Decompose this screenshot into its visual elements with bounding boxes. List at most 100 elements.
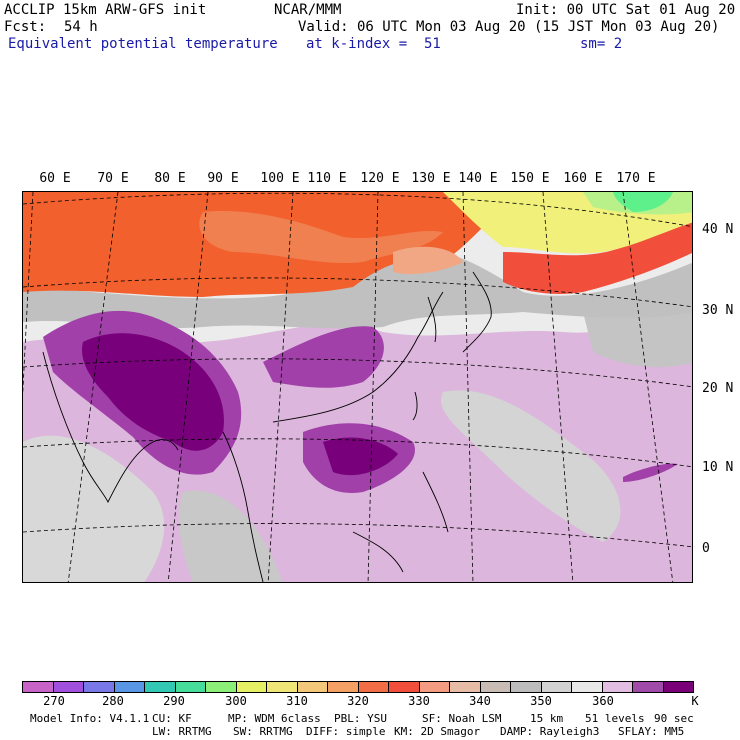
colorbar-label: 270 [43, 694, 65, 708]
colorbar-label: 280 [102, 694, 124, 708]
borneo [352, 531, 404, 573]
colorbar-swatch [572, 682, 603, 692]
footer-sflay: SFLAY: MM5 [618, 725, 685, 738]
colorbar-label: 340 [469, 694, 491, 708]
colorbar [22, 681, 694, 693]
colorbar-swatch [53, 682, 84, 692]
grid-lon-120 [367, 192, 379, 582]
coastlines [42, 271, 492, 582]
footer-cu: CU: KF [152, 712, 192, 725]
lon-label: 100 E [260, 171, 300, 186]
colorbar-swatch [84, 682, 115, 692]
midlat-gray-band [23, 249, 692, 329]
lon-label: 140 E [458, 171, 498, 186]
footer-sf: SF: Noah LSM [422, 712, 502, 725]
footer-lw: LW: RRTMG [152, 725, 212, 738]
lon-label: 60 E [39, 171, 71, 186]
colorbar-label: 360 [592, 694, 614, 708]
gray-patch-pacific [441, 390, 621, 542]
level-label: at k-index = 51 [306, 36, 441, 52]
colorbar-swatch [358, 682, 389, 692]
grid-lat-40 [23, 192, 692, 228]
graticule [23, 192, 692, 582]
japan-islands [462, 271, 492, 353]
purple-pacific-streak [623, 463, 678, 482]
field-name: Equivalent potential temperature [8, 36, 278, 52]
grid-lon-80 [23, 192, 34, 396]
forecast-label: Fcst: [4, 19, 47, 35]
gray-patch-west [23, 435, 165, 582]
footer-pbl: PBL: YSU [334, 712, 387, 725]
lat-label: 30 N [702, 303, 734, 318]
lon-label: 80 E [154, 171, 186, 186]
colorbar-swatch [328, 682, 359, 692]
lat-label: 0 [702, 541, 710, 556]
colorbar-swatch [236, 682, 267, 692]
footer-timestep: 90 sec [654, 712, 694, 725]
footer-resolution: 15 km [530, 712, 564, 725]
colorbar-label: 290 [163, 694, 185, 708]
footer-sw: SW: RRTMG [233, 725, 293, 738]
grid-lat-20 [23, 358, 692, 388]
footer-model-info: Model Info: V4.1.1 [30, 712, 150, 725]
indochina-coast [222, 431, 264, 582]
grid-lat-0 [23, 523, 692, 548]
purple-dark-india [82, 333, 224, 451]
map-panel [22, 191, 693, 583]
grid-lon-150 [622, 192, 674, 582]
salmon-strip [393, 246, 463, 274]
colorbar-swatch [480, 682, 511, 692]
lon-label: 150 E [510, 171, 550, 186]
footer-km: KM: 2D Smagor [394, 725, 481, 738]
purple-dark-scs [323, 437, 398, 476]
colorbar-swatch [145, 682, 176, 692]
north-land-orange [199, 211, 443, 264]
footer-diff: DIFF: simple [306, 725, 386, 738]
colorbar-label: 310 [286, 694, 308, 708]
lat-label: 40 N [702, 222, 734, 237]
colorbar-label: 330 [408, 694, 430, 708]
lon-label: 70 E [97, 171, 129, 186]
colorbar-swatch [175, 682, 206, 692]
colorbar-swatch [114, 682, 145, 692]
model-title: ACCLIP 15km ARW-GFS init [4, 2, 207, 18]
grid-lon-100 [167, 192, 209, 582]
lon-label: 170 E [616, 171, 656, 186]
footer-mp: MP: WDM 6class [228, 712, 321, 725]
colorbar-swatch [450, 682, 481, 692]
colorbar-label: 300 [225, 694, 247, 708]
grid-lon-110 [267, 192, 294, 582]
china-coast [272, 291, 444, 423]
grid-lon-130 [462, 192, 474, 582]
grid-lat-30 [23, 277, 692, 308]
colorbar-swatch [297, 682, 328, 692]
colorbar-label: 320 [347, 694, 369, 708]
theta-e-map [23, 192, 692, 582]
purple-mid-china [263, 326, 384, 388]
valid-time: Valid: 06 UTC Mon 03 Aug 20 (15 JST Mon … [298, 19, 720, 35]
init-time: Init: 00 UTC Sat 01 Aug 20 [516, 2, 736, 18]
lon-label: 160 E [563, 171, 603, 186]
colorbar-swatch [602, 682, 633, 692]
northeast-red [503, 222, 692, 294]
gray-patch-south [178, 490, 283, 582]
grid-lat-10 [23, 438, 692, 468]
lat-label: 10 N [702, 460, 734, 475]
grid-lon-90 [67, 192, 119, 582]
lat-label: 20 N [702, 381, 734, 396]
lon-label: 90 E [207, 171, 239, 186]
colorbar-label: 350 [530, 694, 552, 708]
green-region [613, 192, 673, 212]
longitude-labels: 60 E 70 E 80 E 90 E 100 E 110 E 120 E 13… [0, 171, 740, 189]
grid-lon-140 [542, 192, 574, 582]
colorbar-swatch [23, 682, 54, 692]
philippines [422, 471, 449, 533]
org-label: NCAR/MMM [274, 2, 342, 18]
colorbar-swatch [389, 682, 420, 692]
colorbar-unit: K [691, 694, 699, 708]
colorbar-swatch [419, 682, 450, 692]
korea-coast [427, 296, 437, 343]
colorbar-swatch [663, 682, 693, 692]
india-coast [42, 351, 179, 504]
colorbar-swatch [633, 682, 664, 692]
